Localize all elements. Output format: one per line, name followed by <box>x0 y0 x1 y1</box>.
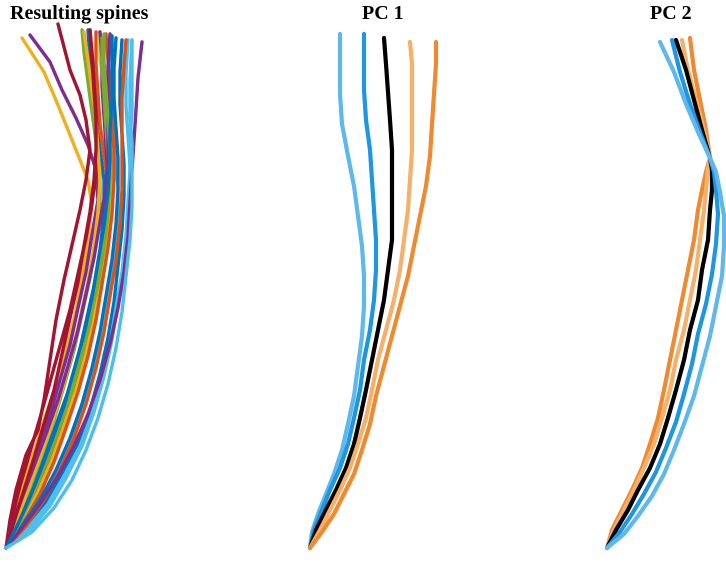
panel-title-pc2: PC 2 <box>650 2 692 24</box>
pc1-curve-1 <box>307 31 367 551</box>
resulting-spines-curve-19 <box>4 32 112 550</box>
resulting-spines-curve-24 <box>4 38 134 550</box>
resulting-spines-curve-23 <box>4 34 114 550</box>
pc1-curve-5 <box>307 39 439 551</box>
resulting-spines-curve-17 <box>4 28 98 550</box>
resulting-spines-curve-22 <box>4 40 144 550</box>
panel-title-pc1: PC 1 <box>362 2 404 24</box>
resulting-spines-curve-18 <box>4 36 120 550</box>
pc1-curve-4 <box>307 39 415 551</box>
resulting-spines-curve-3 <box>4 22 92 550</box>
resulting-spines-curve-1 <box>4 36 94 550</box>
pc2-curve-5 <box>604 39 726 551</box>
panel-title-resulting-spines: Resulting spines <box>10 2 149 24</box>
pc1-curve-2 <box>307 31 379 551</box>
pc1-curve-3 <box>307 35 395 551</box>
